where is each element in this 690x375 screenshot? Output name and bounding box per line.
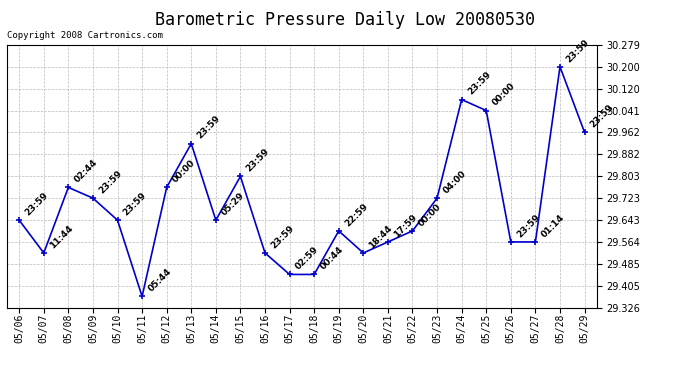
- Text: 23:59: 23:59: [589, 103, 615, 129]
- Text: 23:59: 23:59: [564, 37, 591, 64]
- Text: 00:00: 00:00: [417, 202, 443, 228]
- Text: 00:44: 00:44: [318, 245, 345, 272]
- Text: 23:59: 23:59: [515, 213, 542, 239]
- Text: 23:59: 23:59: [23, 191, 50, 217]
- Text: 23:59: 23:59: [195, 114, 222, 141]
- Text: 02:44: 02:44: [72, 158, 99, 184]
- Text: Barometric Pressure Daily Low 20080530: Barometric Pressure Daily Low 20080530: [155, 11, 535, 29]
- Text: 23:59: 23:59: [269, 224, 296, 250]
- Text: 11:44: 11:44: [48, 224, 75, 250]
- Text: 01:14: 01:14: [540, 213, 566, 239]
- Text: 02:59: 02:59: [294, 245, 320, 272]
- Text: 23:59: 23:59: [466, 70, 493, 97]
- Text: 17:59: 17:59: [392, 212, 419, 239]
- Text: 05:44: 05:44: [146, 267, 173, 294]
- Text: Copyright 2008 Cartronics.com: Copyright 2008 Cartronics.com: [7, 31, 163, 40]
- Text: 00:00: 00:00: [491, 81, 517, 108]
- Text: 23:59: 23:59: [121, 191, 148, 217]
- Text: 23:59: 23:59: [244, 147, 271, 174]
- Text: 05:29: 05:29: [220, 191, 246, 217]
- Text: 00:00: 00:00: [171, 158, 197, 184]
- Text: 04:00: 04:00: [441, 169, 468, 195]
- Text: 22:59: 22:59: [343, 201, 370, 228]
- Text: 18:44: 18:44: [368, 224, 394, 250]
- Text: 23:59: 23:59: [97, 169, 124, 195]
